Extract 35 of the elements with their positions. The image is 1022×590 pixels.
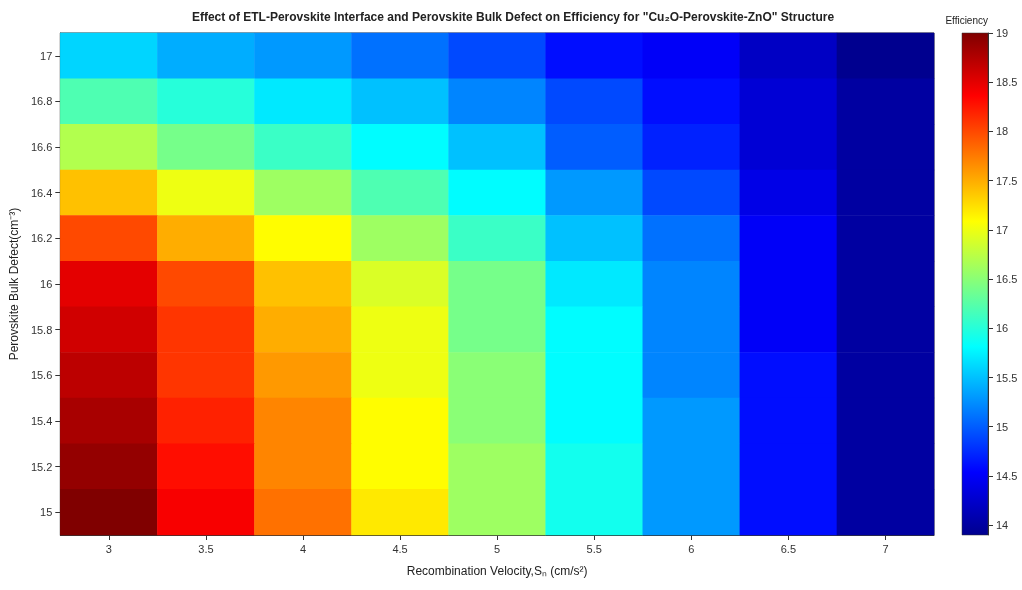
- x-tick-label: 3: [105, 542, 112, 555]
- x-tick-label: 4: [299, 542, 307, 555]
- x-tick-label: 5.5: [586, 542, 602, 555]
- y-axis-title: Perovskite Bulk Defect(cm⁻³): [7, 207, 21, 361]
- color-bar-label: 15: [996, 420, 1009, 433]
- x-tick-label: 3.5: [198, 542, 214, 555]
- x-tick-label: 6.5: [780, 542, 797, 555]
- color-bar-label: 17.5: [996, 174, 1018, 187]
- color-bar-label: 16: [996, 322, 1009, 335]
- y-tick-label: 15.8: [30, 323, 53, 336]
- y-tick-label: 16.8: [30, 95, 53, 108]
- chart-title: Effect of ETL-Perovskite Interface and Perovskite Bulk Defect on Efficiency for "Cu₂O-Perovskite-ZnO" Structure: [191, 10, 835, 24]
- color-bar-label: 14.5: [996, 469, 1018, 482]
- color-bar-label: 14: [996, 519, 1009, 532]
- y-tick-label: 16.2: [30, 232, 53, 245]
- x-axis-title: Recombination Velocity,Sₙ (cm/s²): [406, 564, 588, 578]
- y-tick-label: 16.6: [30, 141, 53, 154]
- y-tick-label: 15.4: [30, 414, 53, 427]
- color-bar-label: 18: [996, 125, 1009, 138]
- y-tick-label: 16.4: [30, 186, 53, 199]
- color-bar-label: 17: [996, 223, 1009, 236]
- y-tick-label: 17: [40, 49, 53, 62]
- color-bar-label: 19: [996, 27, 1009, 39]
- y-tick-label: 15.6: [30, 369, 53, 382]
- x-tick-label: 6: [688, 542, 695, 555]
- color-bar-label: 16.5: [996, 273, 1018, 286]
- color-bar-title: Efficiency: [945, 14, 988, 26]
- color-bar-label: 15.5: [996, 371, 1018, 384]
- y-tick-label: 15: [40, 506, 53, 519]
- x-tick-label: 5: [494, 542, 501, 555]
- y-tick-label: 16: [40, 278, 53, 290]
- y-tick-label: 15.2: [30, 460, 53, 473]
- color-bar-label: 18.5: [996, 76, 1018, 89]
- x-tick-label: 4.5: [392, 542, 408, 555]
- x-tick-label: 7: [882, 542, 889, 555]
